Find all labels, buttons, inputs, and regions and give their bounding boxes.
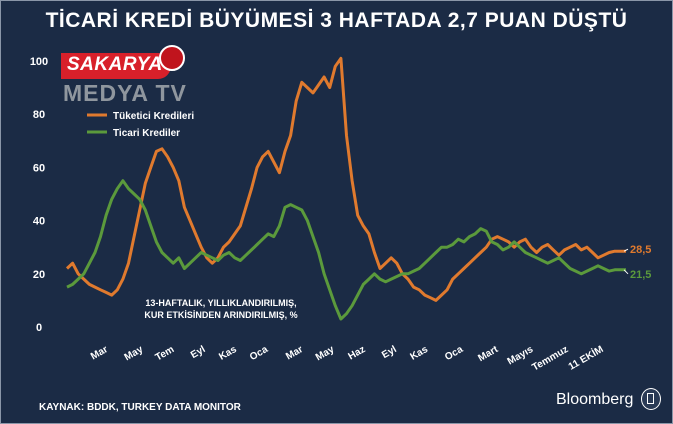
x-tick-label: Eyl <box>189 344 208 361</box>
source-note: KAYNAK: BDDK, TURKEY DATA MONITOR <box>39 402 241 413</box>
y-tick-label: 80 <box>33 109 45 121</box>
watermark-line1: SAKARYA <box>67 54 163 75</box>
x-tick-label: Eyl <box>380 344 399 361</box>
x-tick-label: 11 EKİM <box>566 342 606 372</box>
x-tick-label: Tem <box>154 344 177 363</box>
y-tick-label: 0 <box>36 322 42 334</box>
end-label-tick <box>623 269 629 275</box>
legend-label: Tüketici Kredileri <box>113 111 194 122</box>
y-tick-label: 40 <box>33 216 45 228</box>
x-tick-label: May <box>314 344 337 363</box>
chart-headline: TİCARİ KREDİ BÜYÜMESİ 3 HAFTADA 2,7 PUAN… <box>45 9 628 32</box>
x-tick-label: May <box>123 344 146 363</box>
end-label-tick <box>623 248 629 252</box>
series-line-1 <box>65 56 626 302</box>
x-tick-label: Mart <box>476 344 500 364</box>
x-tick-label: Oca <box>248 344 270 363</box>
watermark-logo-banner <box>61 53 171 79</box>
x-tick-label: Kas <box>408 344 430 363</box>
x-tick-label: Mar <box>89 344 110 362</box>
y-tick-label: 100 <box>30 56 48 68</box>
chart-annotation: KUR ETKİSİNDEN ARINDIRILMIŞ, % <box>144 310 297 320</box>
brand-name: Bloomberg <box>556 391 634 408</box>
x-tick-label: Temmuz <box>530 344 570 373</box>
x-tick-label: Haz <box>347 344 368 362</box>
x-tick-label: Kas <box>217 344 239 363</box>
x-tick-label: Mar <box>284 344 305 362</box>
chart-annotation: 13-HAFTALIK, YILLIKLANDIRILMIŞ, <box>145 298 296 308</box>
globe-icon <box>159 45 185 71</box>
watermark-line2: MEDYA TV <box>63 80 187 106</box>
series-end-label: 21,5 <box>630 269 651 281</box>
y-tick-label: 60 <box>33 162 45 174</box>
series-end-label: 28,5 <box>630 244 651 256</box>
x-tick-label: Oca <box>443 344 465 363</box>
brand-badge-icon <box>641 388 661 410</box>
y-tick-label: 20 <box>33 269 45 281</box>
legend-label: Ticari Krediler <box>113 128 180 139</box>
series-line-2 <box>66 179 626 321</box>
